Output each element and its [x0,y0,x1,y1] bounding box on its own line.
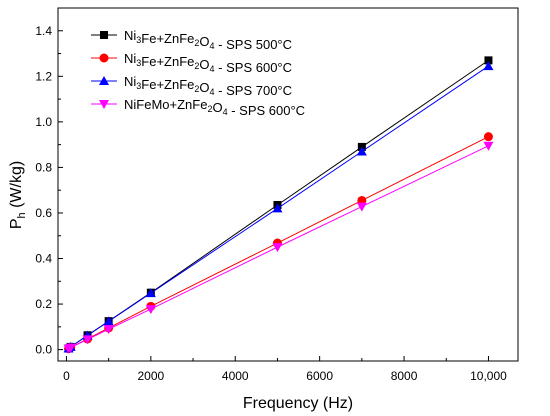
y-tick-label-6: 1.2 [35,69,52,83]
series-4-point-2 [82,335,93,345]
legend-marker-2 [99,53,109,63]
y-tick-label-5: 1.0 [35,115,52,129]
series-4 [63,141,494,354]
legend-entry-2: Ni3Fe+ZnFe2O4 - SPS 600°C [91,51,292,75]
x-tick-label-3: 6000 [306,369,333,383]
series-4-point-3 [103,325,114,335]
legend-marker-3 [99,76,109,85]
legend-entry-4: NiFeMo+ZnFe2O4 - SPS 600°C [91,97,305,118]
legend-marker-1 [100,31,108,39]
series-4-point-6 [356,202,367,212]
plot-frame [57,7,519,362]
legend-label-4: NiFeMo+ZnFe2O4 - SPS 600°C [124,97,305,118]
legend-label-2: Ni3Fe+ZnFe2O4 - SPS 600°C [124,51,292,75]
series-3-point-3 [103,316,114,326]
series-3-point-7 [483,61,494,71]
series-4-point-4 [145,305,156,315]
axis-ticks: 0 2000 4000 6000 8000 10,000 0.0 0.2 0.4 0.6 0.8 1.… [35,24,507,383]
series-3-point-5 [272,203,283,213]
series-4-point-7 [483,141,494,151]
series-3-point-4 [145,288,156,298]
y-tick-label-2: 0.4 [35,252,52,266]
x-tick-label-5: 10,000 [470,369,507,383]
series-group [63,56,494,354]
series-4-point-1 [65,343,76,353]
y-tick-label-0: 0.0 [35,343,52,357]
legend-marker-4 [99,100,109,109]
y-axis-label: Ph (W/kg) [8,161,28,229]
series-1-point-7 [484,56,493,65]
x-tick-label-4: 8000 [391,369,418,383]
legend-entry-3: Ni3Fe+ZnFe2O4 - SPS 700°C [91,74,292,98]
series-4-point-5 [272,243,283,253]
y-tick-label-3: 0.6 [35,206,52,220]
legend-label-1: Ni3Fe+ZnFe2O4 - SPS 500°C [124,28,292,52]
legend-label-3: Ni3Fe+ZnFe2O4 - SPS 700°C [124,74,292,98]
y-tick-label-4: 0.8 [35,160,52,174]
y-tick-label-1: 0.2 [35,297,52,311]
y-tick-label-7: 1.4 [35,24,52,38]
legend-entry-1: Ni3Fe+ZnFe2O4 - SPS 500°C [91,28,292,52]
x-axis-label: Frequency (Hz) [243,395,353,412]
series-2-point-7 [483,132,493,142]
series-3-point-6 [356,146,367,156]
x-tick-label-1: 2000 [137,369,164,383]
x-tick-label-2: 4000 [222,369,249,383]
x-tick-label-0: 0 [63,369,70,383]
